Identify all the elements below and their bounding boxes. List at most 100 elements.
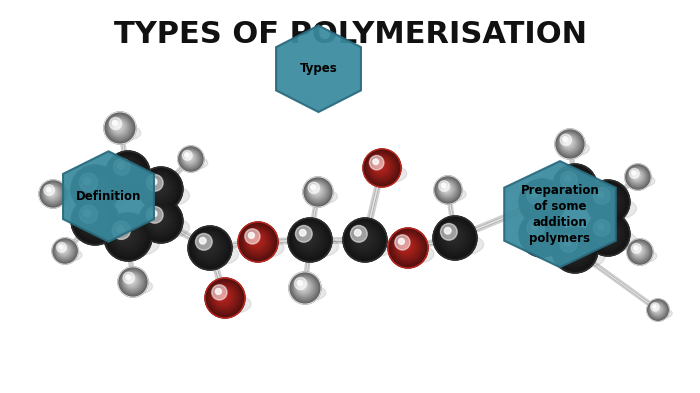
- Circle shape: [564, 138, 571, 145]
- Circle shape: [120, 165, 130, 174]
- Ellipse shape: [209, 294, 251, 314]
- Ellipse shape: [557, 182, 603, 204]
- Circle shape: [372, 158, 389, 175]
- Circle shape: [652, 304, 662, 314]
- Circle shape: [553, 164, 597, 208]
- Circle shape: [60, 246, 66, 252]
- Circle shape: [433, 216, 477, 260]
- Circle shape: [56, 242, 73, 259]
- Circle shape: [71, 197, 119, 245]
- Circle shape: [594, 220, 620, 246]
- Circle shape: [73, 199, 118, 243]
- Circle shape: [297, 280, 311, 294]
- Circle shape: [442, 184, 450, 192]
- Circle shape: [653, 305, 660, 312]
- Ellipse shape: [367, 164, 407, 183]
- Circle shape: [86, 212, 97, 223]
- Circle shape: [246, 231, 267, 251]
- Circle shape: [109, 117, 130, 138]
- Circle shape: [199, 237, 206, 244]
- Circle shape: [73, 167, 118, 211]
- Circle shape: [114, 224, 139, 248]
- Circle shape: [57, 244, 71, 257]
- Circle shape: [71, 197, 119, 245]
- Circle shape: [122, 272, 142, 291]
- Circle shape: [568, 179, 574, 185]
- Circle shape: [125, 274, 139, 287]
- Circle shape: [188, 226, 232, 270]
- Circle shape: [146, 174, 174, 202]
- Circle shape: [186, 154, 193, 161]
- Circle shape: [296, 279, 312, 295]
- Circle shape: [205, 278, 245, 318]
- Circle shape: [364, 150, 400, 185]
- Circle shape: [242, 226, 274, 257]
- Circle shape: [195, 233, 223, 261]
- Circle shape: [303, 177, 333, 207]
- Circle shape: [630, 169, 645, 184]
- Circle shape: [83, 178, 91, 185]
- Circle shape: [311, 185, 322, 196]
- Circle shape: [245, 229, 260, 244]
- Circle shape: [150, 178, 169, 197]
- Circle shape: [370, 156, 384, 170]
- Circle shape: [597, 191, 604, 198]
- Circle shape: [399, 239, 413, 253]
- Circle shape: [438, 180, 458, 200]
- Circle shape: [59, 245, 69, 254]
- Circle shape: [76, 170, 113, 208]
- Circle shape: [298, 281, 309, 292]
- Circle shape: [521, 213, 564, 255]
- Circle shape: [596, 223, 616, 242]
- Circle shape: [522, 182, 561, 222]
- Circle shape: [48, 188, 55, 196]
- Circle shape: [439, 222, 470, 253]
- Circle shape: [139, 167, 183, 211]
- Circle shape: [446, 229, 459, 242]
- Circle shape: [150, 211, 167, 227]
- Circle shape: [152, 212, 164, 225]
- Circle shape: [594, 187, 610, 204]
- Circle shape: [375, 161, 384, 169]
- Circle shape: [651, 303, 659, 311]
- Circle shape: [84, 210, 102, 227]
- Circle shape: [564, 175, 583, 194]
- Circle shape: [628, 240, 652, 264]
- Circle shape: [246, 230, 269, 253]
- Circle shape: [438, 220, 472, 255]
- Circle shape: [600, 194, 610, 204]
- Circle shape: [355, 230, 371, 246]
- Circle shape: [519, 179, 565, 225]
- Circle shape: [106, 151, 150, 195]
- Circle shape: [556, 231, 593, 268]
- Circle shape: [519, 211, 565, 257]
- Circle shape: [441, 183, 445, 187]
- Circle shape: [560, 134, 579, 153]
- Circle shape: [181, 149, 200, 168]
- Circle shape: [648, 300, 668, 320]
- Circle shape: [302, 232, 312, 242]
- Circle shape: [104, 112, 136, 144]
- Circle shape: [555, 129, 585, 159]
- Circle shape: [147, 208, 173, 233]
- Ellipse shape: [629, 250, 657, 263]
- Circle shape: [564, 238, 583, 258]
- Circle shape: [294, 224, 326, 255]
- Circle shape: [528, 220, 554, 246]
- Circle shape: [592, 218, 623, 249]
- Circle shape: [238, 222, 278, 262]
- Circle shape: [41, 182, 65, 206]
- Circle shape: [525, 217, 558, 250]
- Circle shape: [310, 184, 323, 197]
- Circle shape: [635, 247, 640, 253]
- Circle shape: [435, 177, 461, 203]
- Circle shape: [634, 245, 645, 257]
- Circle shape: [344, 220, 386, 261]
- Circle shape: [437, 179, 459, 201]
- Circle shape: [44, 185, 60, 202]
- Circle shape: [568, 242, 574, 249]
- Circle shape: [598, 224, 614, 240]
- Ellipse shape: [558, 141, 589, 156]
- Circle shape: [365, 152, 398, 184]
- Circle shape: [241, 225, 275, 259]
